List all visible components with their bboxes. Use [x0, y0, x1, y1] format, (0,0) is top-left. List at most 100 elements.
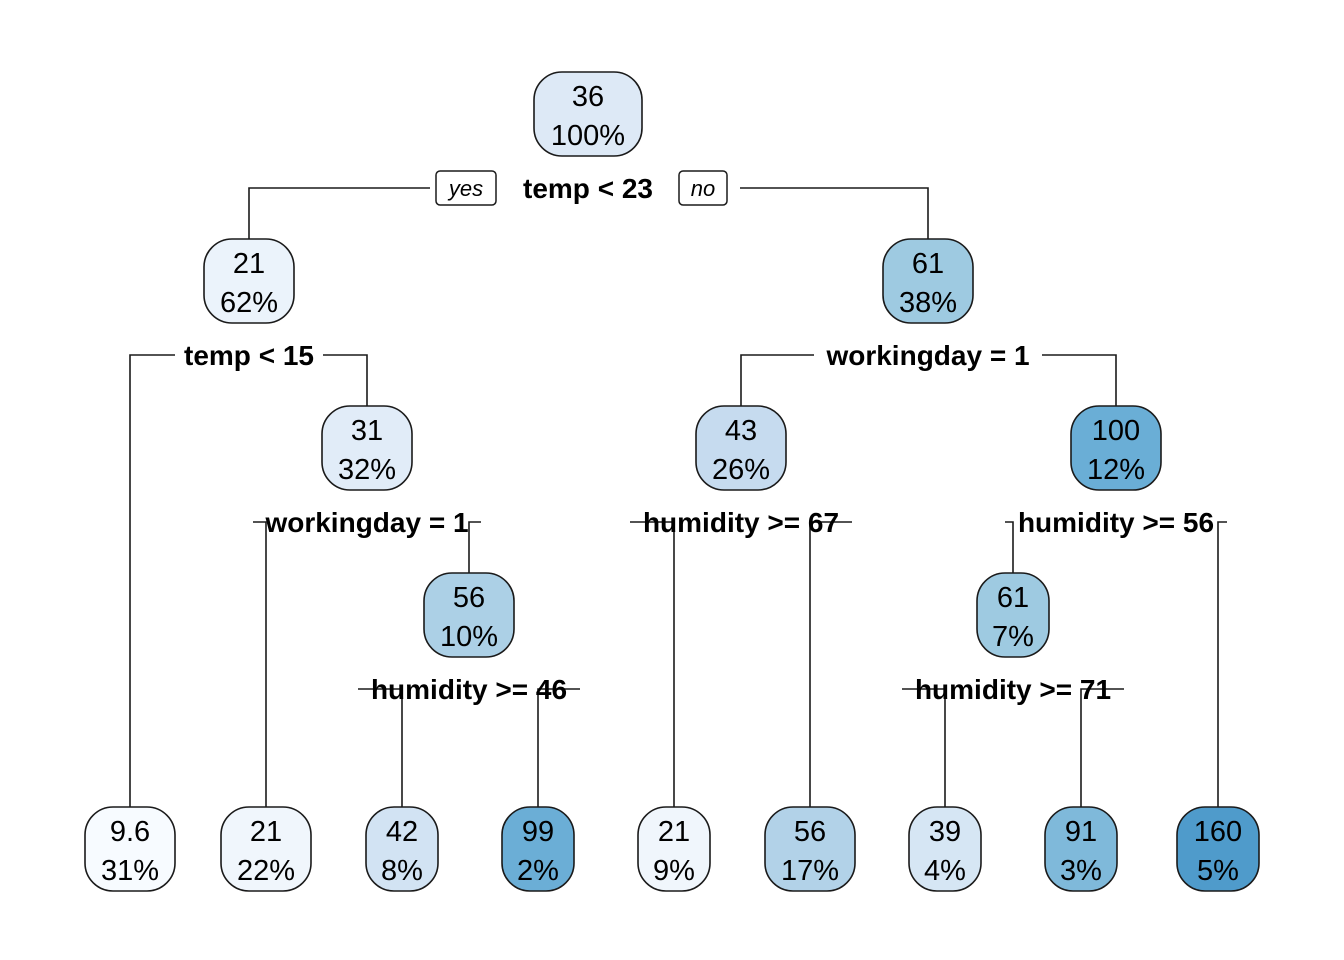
- node-percent-n28: 4%: [924, 855, 966, 887]
- split-label-n1: temp < 23: [523, 173, 653, 204]
- no-label: no: [691, 176, 715, 201]
- branch-labels: yes no: [435, 170, 728, 206]
- node-box-n5: [321, 405, 413, 491]
- node-value-n4: 9.6: [110, 816, 150, 848]
- node-percent-n1: 100%: [551, 120, 625, 152]
- node-value-n14: 61: [997, 582, 1029, 614]
- split-label-n5: workingday = 1: [264, 507, 468, 538]
- edge-n5-n10: [253, 521, 267, 807]
- yes-label: yes: [447, 176, 483, 201]
- node-percent-n11: 10%: [440, 621, 498, 653]
- node-value-n6: 43: [725, 415, 757, 447]
- no-label-box: [678, 170, 728, 206]
- node-percent-n7: 12%: [1087, 454, 1145, 486]
- node-percent-n22: 8%: [381, 855, 423, 887]
- split-label-n14: humidity >= 71: [915, 674, 1111, 705]
- node-n5: 31 32% workingday = 1: [264, 405, 469, 538]
- node-box-n2: [203, 238, 295, 324]
- node-percent-n15: 5%: [1197, 855, 1239, 887]
- node-value-n7: 100: [1092, 415, 1140, 447]
- node-box-n23: [501, 806, 575, 892]
- node-value-n28: 39: [929, 816, 961, 848]
- edge-n14-n29: [1080, 688, 1124, 807]
- node-value-n29: 91: [1065, 816, 1097, 848]
- edge-n14-n28: [902, 688, 946, 807]
- node-value-n13: 56: [794, 816, 826, 848]
- yes-label-box: [435, 170, 497, 206]
- node-percent-n6: 26%: [712, 454, 770, 486]
- edge-n7-n15: [1217, 521, 1227, 807]
- node-n2: 21 62% temp < 15: [184, 238, 314, 371]
- split-label-n3: workingday = 1: [825, 340, 1029, 371]
- node-value-n2: 21: [233, 248, 265, 280]
- node-box-n15: [1176, 806, 1260, 892]
- split-label-n2: temp < 15: [184, 340, 314, 371]
- node-value-n5: 31: [351, 415, 383, 447]
- node-percent-n5: 32%: [338, 454, 396, 486]
- edge-n5-n11: [468, 521, 481, 573]
- edge-n1-n2: [248, 187, 430, 239]
- node-n3: 61 38% workingday = 1: [825, 238, 1030, 371]
- node-box-n4: [84, 806, 176, 892]
- node-n22: 428%: [365, 806, 439, 892]
- node-value-n15: 160: [1194, 816, 1242, 848]
- node-percent-n14: 7%: [992, 621, 1034, 653]
- node-percent-n2: 62%: [220, 287, 278, 319]
- edge-n6-n13: [809, 521, 852, 807]
- node-value-n12: 21: [658, 816, 690, 848]
- tree-nodes: 36 100% temp < 23 21 62% temp < 15 61 38% workin…: [84, 71, 1260, 892]
- node-percent-n10: 22%: [237, 855, 295, 887]
- node-n4: 9.631%: [84, 806, 176, 892]
- edge-n11-n23: [537, 688, 580, 807]
- node-n12: 219%: [637, 806, 711, 892]
- edge-n1-n3: [740, 187, 929, 239]
- split-label-n7: humidity >= 56: [1018, 507, 1214, 538]
- node-box-n3: [882, 238, 974, 324]
- edge-n7-n14: [1005, 521, 1014, 573]
- edge-n6-n12: [630, 521, 675, 807]
- node-value-n11: 56: [453, 582, 485, 614]
- node-n7: 100 12% humidity >= 56: [1018, 405, 1214, 538]
- edge-n2-n5: [323, 354, 368, 406]
- node-n14: 61 7% humidity >= 71: [915, 572, 1111, 705]
- node-box-n13: [764, 806, 856, 892]
- node-percent-n3: 38%: [899, 287, 957, 319]
- split-label-n11: humidity >= 46: [371, 674, 567, 705]
- node-n28: 394%: [908, 806, 982, 892]
- node-percent-n4: 31%: [101, 855, 159, 887]
- node-value-n3: 61: [912, 248, 944, 280]
- edge-n2-n4: [129, 354, 175, 807]
- edge-n3-n7: [1042, 354, 1117, 406]
- node-box-n29: [1044, 806, 1118, 892]
- node-box-n10: [220, 806, 312, 892]
- node-box-n28: [908, 806, 982, 892]
- tree-edges: [129, 187, 1227, 807]
- node-box-n11: [423, 572, 515, 658]
- split-label-n6: humidity >= 67: [643, 507, 839, 538]
- node-percent-n23: 2%: [517, 855, 559, 887]
- node-n1: 36 100% temp < 23: [523, 71, 653, 204]
- node-n11: 56 10% humidity >= 46: [371, 572, 567, 705]
- node-box-n22: [365, 806, 439, 892]
- node-value-n23: 99: [522, 816, 554, 848]
- node-box-n1: [533, 71, 643, 157]
- node-n29: 913%: [1044, 806, 1118, 892]
- node-n6: 43 26% humidity >= 67: [643, 405, 839, 538]
- node-n23: 992%: [501, 806, 575, 892]
- node-box-n12: [637, 806, 711, 892]
- node-value-n22: 42: [386, 816, 418, 848]
- node-box-n7: [1070, 405, 1162, 491]
- node-percent-n29: 3%: [1060, 855, 1102, 887]
- node-percent-n12: 9%: [653, 855, 695, 887]
- node-box-n6: [695, 405, 787, 491]
- node-value-n10: 21: [250, 816, 282, 848]
- node-value-n1: 36: [572, 81, 604, 113]
- edge-n11-n22: [358, 688, 403, 807]
- node-percent-n13: 17%: [781, 855, 839, 887]
- node-box-n14: [976, 572, 1050, 658]
- edge-n3-n6: [740, 354, 814, 406]
